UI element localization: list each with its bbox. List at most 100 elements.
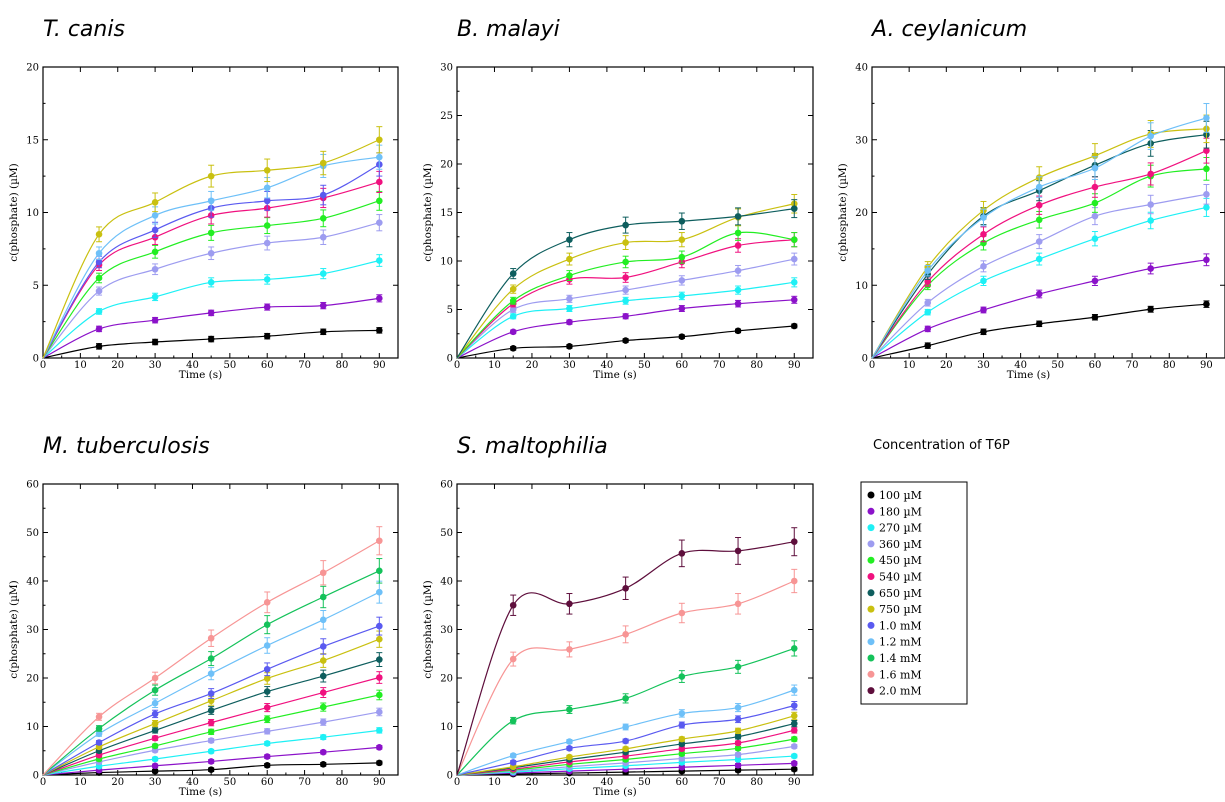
legend-label: 1.0 mM: [879, 619, 922, 632]
series: [42, 214, 383, 359]
x-tick-label: 20: [526, 360, 539, 371]
data-point: [207, 690, 215, 697]
x-tick-label: 60: [1089, 360, 1102, 371]
data-point: [924, 308, 932, 316]
data-point: [151, 734, 159, 742]
legend-label: 1.4 mM: [879, 652, 922, 665]
y-tick-label: 10: [440, 722, 453, 733]
legend-label: 1.6 mM: [879, 668, 922, 681]
y-tick-label: 40: [440, 577, 453, 588]
data-point: [1147, 132, 1154, 140]
data-point: [924, 299, 932, 307]
x-tick-label: 40: [601, 777, 614, 788]
plot-frame: [456, 66, 814, 359]
data-point: [980, 214, 987, 221]
data-point: [207, 697, 215, 705]
data-point: [622, 584, 629, 592]
x-tick-label: 20: [111, 360, 124, 371]
series: [871, 253, 1210, 359]
data-point: [622, 695, 629, 702]
y-tick-label: 5: [33, 281, 39, 292]
data-point: [95, 308, 103, 315]
data-point: [319, 191, 327, 199]
data-point: [151, 199, 159, 206]
data-point: [263, 642, 271, 649]
series: [42, 294, 383, 359]
data-point: [678, 550, 686, 557]
data-point: [376, 178, 383, 186]
data-point: [376, 727, 383, 734]
data-point: [207, 229, 215, 237]
series: [42, 190, 383, 359]
data-point: [151, 338, 159, 346]
data-point: [790, 720, 798, 727]
data-point: [678, 755, 686, 762]
fit-curve: [42, 259, 380, 359]
data-point: [1091, 164, 1099, 172]
data-point: [924, 267, 932, 275]
data-point: [734, 739, 742, 747]
series: [871, 103, 1210, 359]
legend-marker: [867, 687, 875, 695]
x-tick-label: 90: [373, 360, 386, 371]
legend-box: [860, 481, 968, 705]
x-tick-label: 90: [1200, 360, 1213, 371]
data-point: [509, 752, 517, 759]
data-point: [1203, 191, 1210, 198]
y-axis-label: c(phosphate) (µM): [837, 163, 849, 262]
data-point: [734, 704, 742, 711]
data-point: [95, 325, 103, 333]
data-point: [790, 686, 798, 694]
data-point: [1035, 290, 1043, 298]
series: [456, 527, 798, 776]
legend-items: 100 µM 180 µM 270 µM 360 µM 450 µM 540 µM 650 …: [867, 489, 922, 698]
data-point: [734, 715, 742, 723]
series: [42, 652, 383, 776]
data-point: [790, 702, 798, 709]
data-point: [376, 219, 383, 226]
data-point: [263, 704, 271, 711]
data-point: [678, 710, 686, 717]
legend-label: 750 µM: [879, 603, 922, 616]
legend-marker: [867, 605, 875, 613]
series: [42, 727, 383, 776]
x-tick-label: 20: [526, 777, 539, 788]
data-point: [509, 717, 517, 724]
data-point: [319, 593, 327, 601]
series: [871, 300, 1210, 359]
data-point: [207, 172, 215, 180]
data-point: [207, 707, 215, 714]
data-point: [207, 766, 215, 773]
data-point: [263, 332, 271, 340]
series: [42, 671, 383, 776]
data-point: [1147, 170, 1154, 178]
data-point: [509, 655, 517, 663]
data-point: [151, 727, 159, 734]
data-point: [207, 335, 215, 343]
data-point: [207, 197, 215, 205]
data-point: [1091, 212, 1099, 220]
data-point: [622, 286, 629, 294]
x-tick-label: 50: [638, 360, 651, 371]
data-point: [734, 229, 742, 237]
series: [42, 580, 383, 776]
y-tick-label: 10: [26, 722, 39, 733]
data-point: [980, 306, 987, 314]
data-point: [319, 569, 327, 577]
series: [42, 707, 383, 776]
data-point: [734, 327, 742, 335]
data-point: [263, 688, 271, 695]
data-point: [678, 673, 686, 680]
chart-title: A. ceylanicum: [870, 17, 1027, 42]
data-point: [678, 333, 686, 340]
data-point: [622, 221, 629, 229]
x-tick-label: 20: [111, 777, 124, 788]
data-point: [95, 287, 103, 295]
data-point: [151, 699, 159, 707]
data-point: [319, 733, 327, 741]
data-point: [151, 674, 159, 682]
data-point: [790, 760, 798, 767]
y-tick-label: 5: [447, 305, 453, 316]
legend-marker: [867, 621, 875, 629]
data-point: [622, 631, 629, 638]
